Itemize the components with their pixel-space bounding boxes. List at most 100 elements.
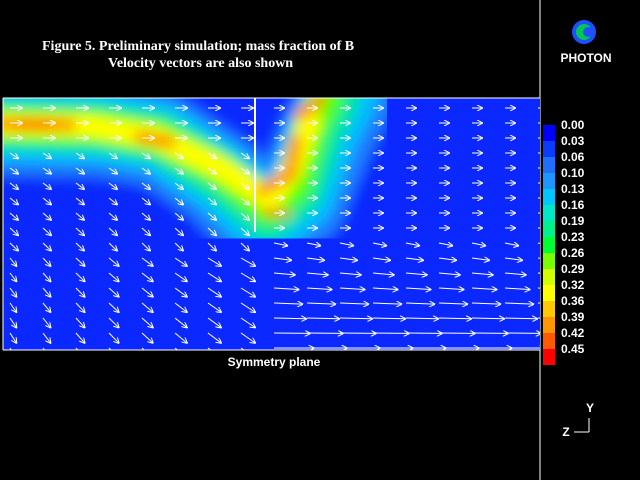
velocity-vector [207, 332, 221, 343]
velocity-vector [174, 332, 187, 343]
velocity-vector [339, 258, 357, 260]
velocity-vector [9, 242, 18, 251]
velocity-vector [9, 317, 16, 327]
velocity-vector [9, 332, 16, 343]
velocity-vector [174, 317, 187, 327]
velocity-vector [108, 182, 117, 189]
velocity-vector [108, 197, 117, 204]
velocity-vector [273, 303, 302, 304]
velocity-vector [42, 287, 50, 297]
velocity-vector [405, 303, 434, 304]
velocity-vector [141, 332, 153, 343]
colorbar-swatch [543, 173, 555, 189]
velocity-vector [240, 182, 249, 189]
velocity-vector [471, 303, 500, 304]
velocity-vector [438, 258, 456, 260]
velocity-vector [9, 212, 18, 220]
velocity-vector [141, 257, 153, 266]
velocity-vector [141, 302, 153, 312]
velocity-vector [273, 258, 291, 260]
colorbar-swatch [543, 253, 555, 269]
velocity-vector [42, 212, 51, 220]
velocity-vector [141, 197, 150, 204]
velocity-vector [471, 288, 497, 290]
velocity-vector [372, 273, 394, 275]
velocity-vector [174, 152, 183, 158]
velocity-vector [141, 182, 150, 189]
velocity-vector [306, 303, 335, 304]
velocity-vector [240, 152, 249, 158]
velocity-vector [174, 182, 183, 189]
colorbar-label: 0.00 [561, 118, 585, 132]
velocity-vector [108, 302, 119, 312]
velocity-vector [42, 257, 50, 266]
velocity-vector [174, 167, 183, 174]
velocity-vector [108, 317, 119, 327]
velocity-vector [9, 287, 16, 297]
velocity-vector [240, 332, 255, 343]
velocity-vector [42, 332, 50, 343]
velocity-vector [339, 318, 372, 319]
colorbar-label: 0.26 [561, 246, 585, 260]
velocity-vector [42, 227, 51, 235]
velocity-vector [306, 243, 320, 246]
velocity-vector [240, 317, 255, 327]
velocity-vector [75, 317, 85, 327]
velocity-vector [273, 318, 306, 319]
velocity-vector [174, 197, 183, 204]
colorbar-label: 0.19 [561, 214, 585, 228]
velocity-vector [339, 288, 365, 290]
velocity-vector [306, 258, 324, 260]
velocity-vector [108, 212, 117, 220]
velocity-vector [207, 242, 216, 251]
velocity-vector [174, 257, 187, 266]
velocity-vector [372, 243, 386, 246]
title-line1: Figure 5. Preliminary simulation; mass f… [42, 39, 354, 54]
velocity-vector [207, 227, 216, 235]
velocity-vector [372, 318, 405, 319]
colorbar: 0.00 0.03 0.06 0.10 0.13 0.16 0.19 0.23 0.26 0.29… [543, 118, 585, 365]
axis-y: Y [586, 401, 594, 415]
colorbar-label: 0.39 [561, 310, 585, 324]
velocity-vector [240, 272, 255, 281]
colorbar-swatch [543, 349, 555, 365]
velocity-vector [339, 303, 368, 304]
velocity-vector [42, 152, 51, 158]
velocity-vector [9, 302, 16, 312]
velocity-vector [504, 318, 537, 319]
velocity-vector [207, 287, 221, 297]
velocity-vector [75, 257, 85, 266]
colorbar-swatch [543, 141, 555, 157]
velocity-vector [108, 257, 119, 266]
velocity-vector [75, 242, 84, 251]
velocity-vector [141, 317, 153, 327]
velocity-vector [174, 302, 187, 312]
colorbar-swatch [543, 125, 555, 141]
velocity-vector [372, 303, 401, 304]
velocity-vector [42, 197, 51, 204]
velocity-vector [306, 273, 328, 275]
velocity-vector [306, 288, 332, 290]
velocity-vector [405, 243, 419, 246]
velocity-vector [75, 212, 84, 220]
velocity-vector [240, 212, 249, 220]
velocity-vector [240, 287, 255, 297]
colorbar-swatch [543, 317, 555, 333]
velocity-vector [141, 227, 150, 235]
velocity-vector [75, 152, 84, 158]
velocity-vector [306, 318, 339, 319]
velocity-vector [108, 287, 119, 297]
velocity-vector [108, 152, 117, 158]
velocity-vector [42, 302, 50, 312]
velocity-vector [207, 317, 221, 327]
velocity-vector [207, 302, 221, 312]
velocity-vector [504, 243, 518, 246]
title-line2: Velocity vectors are also shown [108, 56, 293, 71]
velocity-vector [504, 258, 522, 260]
colorbar-label: 0.10 [561, 166, 585, 180]
velocity-vector [9, 257, 16, 266]
velocity-vector [438, 318, 471, 319]
velocity-vector [42, 272, 50, 281]
velocity-vector [240, 197, 249, 204]
